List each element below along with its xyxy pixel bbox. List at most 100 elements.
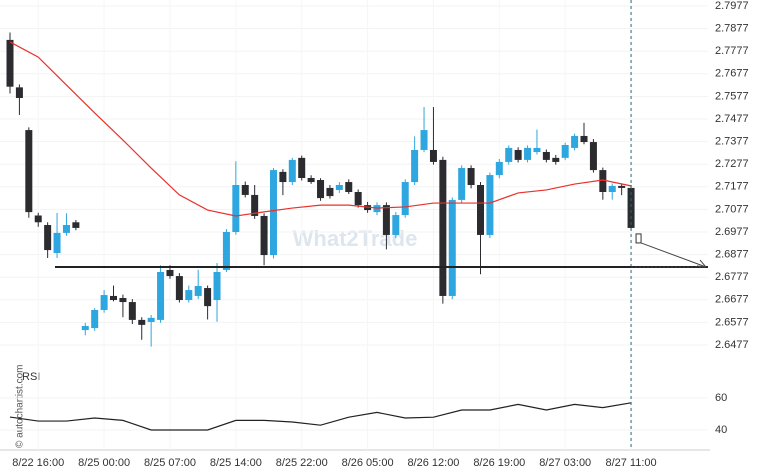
x-tick-label: 8/26 19:00 [473,457,525,469]
candle-body [599,170,607,192]
y-tick-label: 2.6777 [715,271,749,283]
candle-body [157,272,165,320]
projection-arrowhead [696,259,707,268]
candle-body [128,302,136,320]
candle-body [514,149,522,160]
x-tick-label: 8/26 05:00 [342,457,394,469]
candle-body [627,187,635,228]
x-tick-label: 8/25 00:00 [78,457,130,469]
candle-body [185,290,193,301]
candle-body [505,147,513,162]
y-tick-label: 2.7277 [715,158,749,170]
y-tick-label: 2.7777 [715,45,749,57]
candle-body [354,191,362,206]
candle-body [298,157,306,178]
y-tick-label: 2.6477 [715,339,749,351]
candle-body [232,184,240,232]
credit: © autochartist.com [15,364,26,448]
candle-body [420,130,428,150]
candle-body [335,184,343,190]
candle-body [6,39,14,87]
y-tick-label: 2.7077 [715,203,749,215]
candle-body [241,184,249,195]
x-tick-label: 8/22 16:00 [12,457,64,469]
x-tick-label: 8/25 07:00 [144,457,196,469]
candle-body [110,295,118,301]
candle-body [345,182,353,192]
candle-body [608,185,616,192]
candle-body [260,215,268,256]
candle-body [571,135,579,148]
rsi-tick-label: 40 [715,424,727,436]
candle-body [317,180,325,199]
candle-body [589,142,597,171]
candle-body [401,182,409,216]
y-tick-label: 2.7877 [715,23,749,35]
candle-body [288,159,296,183]
candle-body [439,159,447,296]
candle-body [175,276,183,301]
rsi-line [9,402,632,431]
candle-body [204,288,212,307]
candle-body [477,184,484,235]
x-tick-label: 8/26 12:00 [407,457,459,469]
candle-body [411,149,419,183]
candle-body [25,130,33,213]
y-tick-label: 2.7477 [715,113,749,125]
candle-body [580,135,588,143]
candle-body [524,147,532,160]
candle-body [222,232,230,270]
candle-body [486,175,494,235]
candle-body [392,215,400,235]
candle-body [251,194,259,216]
moving-average [9,41,632,217]
candle-body [561,144,569,158]
y-tick-label: 2.7177 [715,181,749,193]
candle-body [100,295,108,310]
candle-body [382,205,390,235]
candle-body [81,326,89,331]
candle-body [53,232,61,254]
candle-body [166,269,174,277]
y-tick-label: 2.7677 [715,68,749,80]
candle-body [62,224,70,233]
projection-arrow [640,242,707,268]
candle-body [194,286,202,296]
candle-body [467,168,475,185]
candle-body [458,168,466,200]
candle-body [34,215,42,223]
candle-body [44,224,52,251]
candle-body [533,147,541,152]
y-tick-label: 2.6977 [715,226,749,238]
candle-body [269,170,277,256]
candle-body [15,87,23,98]
y-tick-label: 2.6677 [715,294,749,306]
y-tick-label: 2.6877 [715,249,749,261]
x-tick-label: 8/27 03:00 [539,457,591,469]
candle-body [542,151,550,160]
x-tick-label: 8/27 11:00 [605,457,656,469]
candle-body [326,187,334,197]
candle-body [72,222,80,228]
y-tick-label: 2.6577 [715,316,749,328]
candle-body [495,161,503,176]
candle-body [119,297,127,303]
x-tick-label: 8/25 22:00 [276,457,328,469]
candle-body [448,199,456,296]
x-tick-label: 8/25 14:00 [210,457,262,469]
candle-body [429,149,437,162]
candle-body [618,185,626,188]
y-tick-label: 2.7977 [715,0,749,12]
candle-body [138,319,146,325]
candle-body [552,157,560,162]
candle-body [91,309,99,329]
rsi-tick-label: 60 [715,392,727,404]
rsi-label: RSI [22,371,40,383]
projection-marker [635,233,642,244]
candle-body [279,171,287,183]
y-tick-label: 2.7577 [715,90,749,102]
candle-body [147,317,155,322]
candle-body [307,177,315,183]
